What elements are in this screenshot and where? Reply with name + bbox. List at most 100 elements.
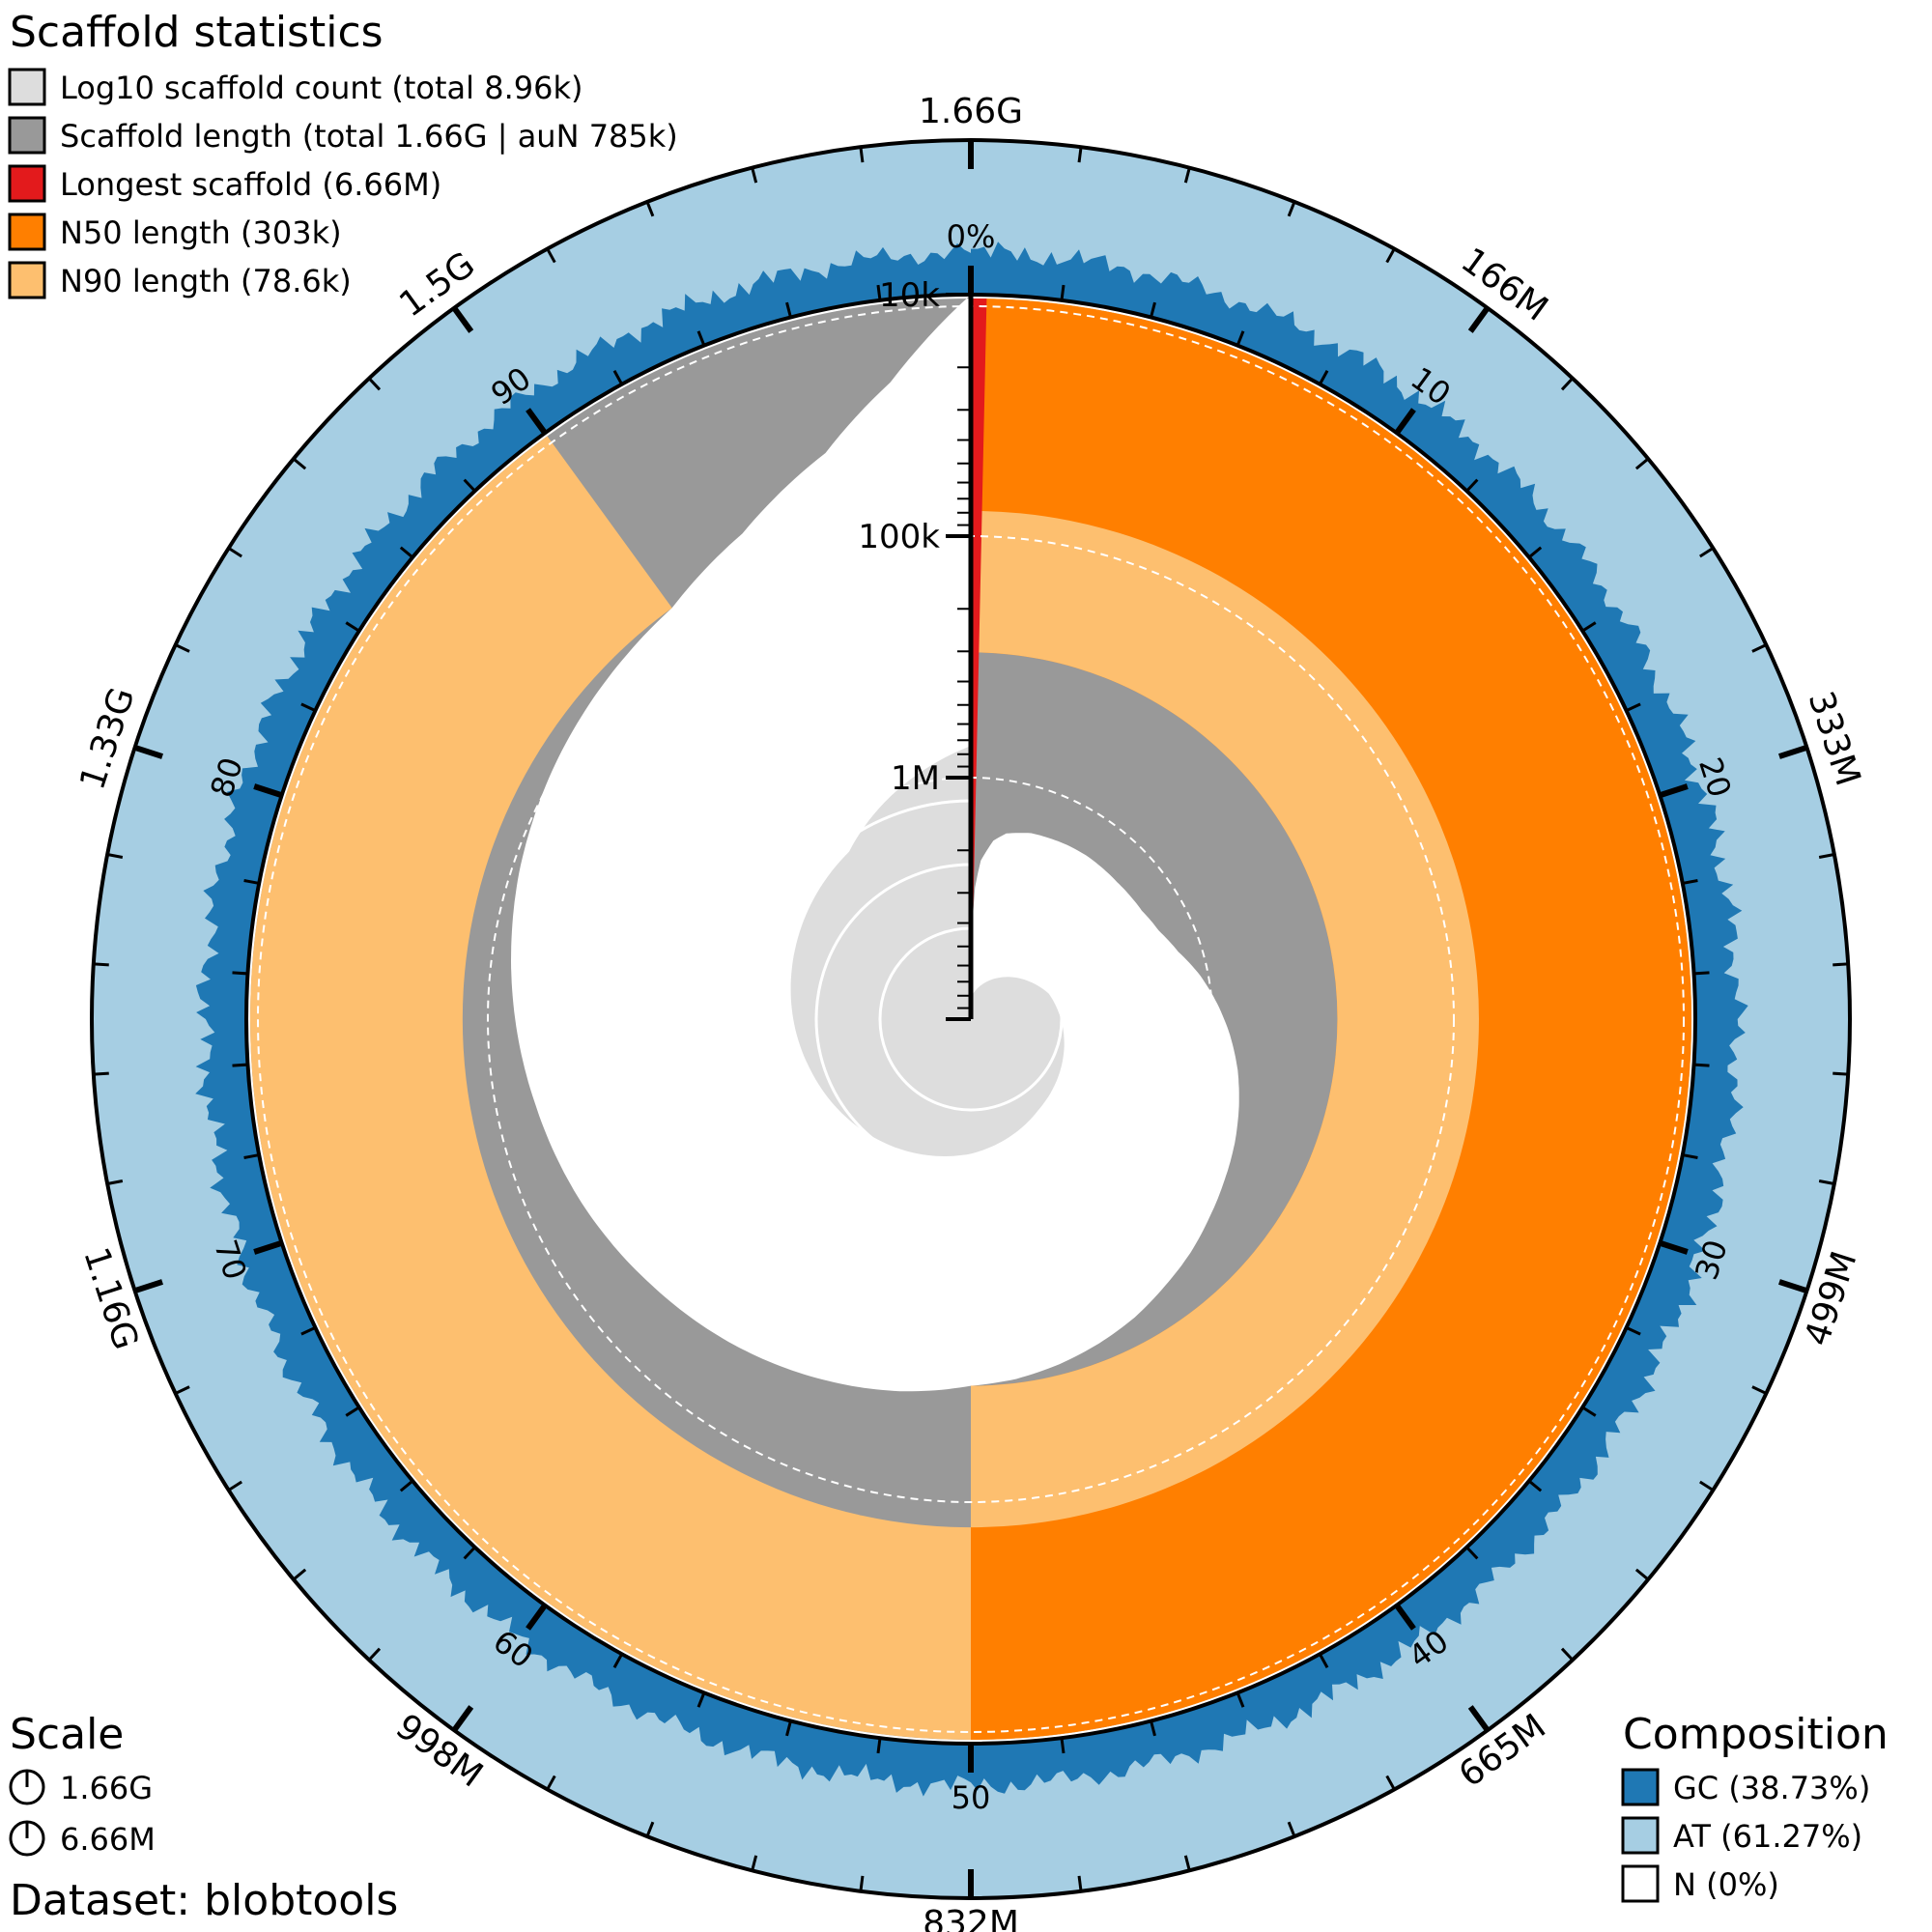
- outer-major-tick: [1778, 744, 1808, 759]
- composition-title: Composition: [1623, 1710, 1889, 1759]
- outer-minor-tick: [645, 1821, 655, 1837]
- outer-minor-tick: [1699, 547, 1715, 558]
- composition-n: N (0%): [1673, 1866, 1779, 1903]
- inner-minor-tick: [232, 971, 248, 976]
- outer-minor-tick: [93, 962, 109, 967]
- inner-minor-tick: [785, 1720, 792, 1737]
- outer-minor-tick: [174, 1385, 190, 1395]
- inner-major-tick: [253, 1239, 283, 1255]
- longest-scaffold: [971, 298, 987, 977]
- outer-minor-tick: [1751, 1385, 1768, 1395]
- inner-major-tick: [1659, 1239, 1689, 1255]
- outer-minor-tick: [1699, 1480, 1715, 1492]
- inner-minor-tick: [696, 1691, 706, 1708]
- radial-tick-label: 1M: [891, 759, 940, 798]
- outer-minor-tick: [1385, 1775, 1396, 1791]
- inner-minor-tick: [876, 1737, 882, 1754]
- composition-at: AT (61.27%): [1673, 1818, 1862, 1855]
- outer-minor-tick: [859, 1875, 865, 1892]
- outer-minor-tick: [1287, 201, 1296, 217]
- outer-minor-tick: [1077, 1875, 1083, 1892]
- outer-minor-tick: [1833, 962, 1849, 967]
- legend-longest: Longest scaffold (6.66M): [60, 166, 441, 203]
- inner-minor-tick: [1060, 284, 1065, 301]
- inner-minor-tick: [243, 878, 260, 885]
- inner-minor-tick: [1625, 1325, 1641, 1336]
- composition-swatch-n: [1621, 1864, 1660, 1903]
- outer-minor-tick: [367, 1647, 382, 1662]
- outer-minor-tick: [1818, 853, 1835, 859]
- inner-minor-tick: [1682, 1153, 1698, 1160]
- outer-minor-tick: [1560, 377, 1575, 391]
- outer-minor-tick: [1183, 167, 1191, 184]
- inner-minor-tick: [612, 370, 623, 385]
- outer-minor-tick: [1287, 1821, 1296, 1837]
- inner-major-tick: [526, 408, 548, 436]
- inner-minor-tick: [1150, 1720, 1156, 1737]
- inner-minor-tick: [1581, 621, 1597, 633]
- summary-marks: [249, 298, 1692, 1740]
- outer-tick-label: 832M: [923, 1904, 1019, 1932]
- outer-major-tick: [451, 306, 474, 333]
- outer-minor-tick: [292, 457, 307, 470]
- outer-minor-tick: [751, 1855, 758, 1871]
- legend-swatch-n50: [8, 213, 46, 251]
- outer-minor-tick: [292, 1568, 307, 1581]
- inner-minor-tick: [1319, 370, 1329, 385]
- scale-longest: 6.66M: [60, 1821, 156, 1858]
- outer-major-tick: [133, 744, 163, 759]
- inner-minor-tick: [1236, 1691, 1245, 1708]
- inner-minor-tick: [1625, 702, 1641, 713]
- outer-major-tick: [1467, 306, 1491, 333]
- inner-minor-tick: [463, 478, 476, 493]
- outer-major-tick: [133, 1279, 163, 1294]
- inner-minor-tick: [1236, 330, 1245, 347]
- inner-minor-tick: [399, 546, 414, 559]
- outer-tick-label: 1.66G: [919, 92, 1023, 131]
- outer-minor-tick: [645, 201, 655, 217]
- legend-n50: N50 length (303k): [60, 214, 342, 251]
- outer-minor-tick: [1077, 146, 1083, 163]
- n50-outer-band: [971, 510, 1479, 1528]
- scale-title: Scale: [10, 1710, 124, 1759]
- inner-minor-tick: [1319, 1653, 1329, 1668]
- count-spiral: [790, 746, 1065, 1156]
- outer-minor-tick: [859, 146, 865, 163]
- percent-tick-label: 0%: [947, 218, 996, 255]
- inner-minor-tick: [1527, 546, 1543, 559]
- legend-swatch-count: [8, 68, 46, 106]
- inner-major-tick: [1394, 408, 1416, 436]
- composition-gc: GC (38.73%): [1673, 1770, 1870, 1806]
- inner-minor-tick: [612, 1653, 623, 1668]
- outer-minor-tick: [367, 377, 382, 391]
- composition-swatch-gc: [1621, 1768, 1660, 1806]
- outer-major-tick: [1778, 1279, 1808, 1294]
- inner-minor-tick: [1693, 971, 1710, 976]
- radial-tick-label: 100k: [858, 518, 940, 556]
- inner-minor-tick: [243, 1153, 260, 1160]
- legend-swatch-length: [8, 116, 46, 155]
- composition-swatch-at: [1621, 1816, 1660, 1855]
- inner-minor-tick: [1060, 1737, 1065, 1754]
- scale-legend: Scale 1.66G 6.66M Dataset: blobtools: [9, 1710, 398, 1925]
- inner-minor-tick: [345, 1406, 360, 1417]
- outer-minor-tick: [227, 547, 242, 558]
- outer-major-tick: [451, 1705, 474, 1732]
- outer-minor-tick: [546, 1775, 556, 1791]
- outer-minor-tick: [106, 1179, 124, 1185]
- outer-minor-tick: [1183, 1855, 1191, 1871]
- legend-swatch-n90: [8, 261, 46, 299]
- outer-minor-tick: [1833, 1071, 1849, 1076]
- inner-minor-tick: [300, 702, 317, 713]
- inner-minor-tick: [1465, 478, 1479, 493]
- inner-minor-tick: [876, 284, 882, 301]
- legend-count: Log10 scaffold count (total 8.96k): [60, 70, 582, 106]
- outer-minor-tick: [751, 167, 758, 184]
- inner-major-tick: [526, 1603, 548, 1631]
- inner-minor-tick: [1527, 1479, 1543, 1492]
- outer-minor-tick: [1751, 643, 1768, 653]
- inner-minor-tick: [1150, 301, 1156, 318]
- stats-legend: Log10 scaffold count (total 8.96k) Scaff…: [8, 68, 678, 299]
- outer-minor-tick: [1818, 1179, 1835, 1185]
